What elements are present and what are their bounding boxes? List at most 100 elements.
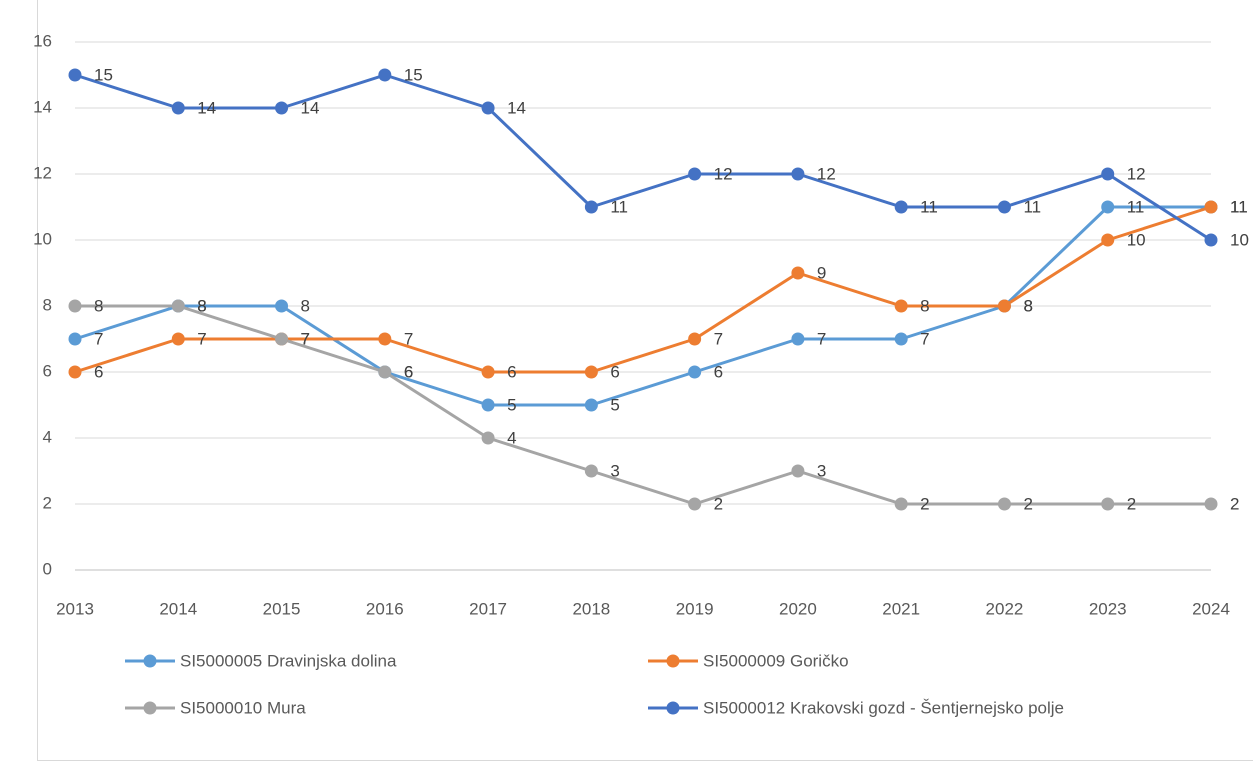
data-point <box>171 101 185 115</box>
data-label: 6 <box>610 362 619 381</box>
data-label: 3 <box>610 461 619 480</box>
series-line <box>74 73 1212 242</box>
legend-marker <box>666 701 680 715</box>
data-point <box>275 332 289 346</box>
legend-label: SI5000005 Dravinjska dolina <box>180 651 397 670</box>
data-label: 7 <box>817 329 826 348</box>
data-point <box>584 365 598 379</box>
data-label: 12 <box>1127 164 1146 183</box>
data-point <box>688 167 702 181</box>
data-point <box>481 365 495 379</box>
chart-border <box>37 0 1253 761</box>
x-tick-label: 2014 <box>159 599 197 618</box>
data-label: 9 <box>817 263 826 282</box>
data-label: 6 <box>507 362 516 381</box>
data-label: 5 <box>610 395 619 414</box>
data-point <box>1204 233 1218 247</box>
data-point <box>1204 200 1218 214</box>
data-label: 7 <box>301 329 310 348</box>
data-label: 3 <box>817 461 826 480</box>
data-point <box>688 497 702 511</box>
data-point <box>997 200 1011 214</box>
data-point <box>481 101 495 115</box>
data-point <box>688 332 702 346</box>
data-point <box>584 200 598 214</box>
data-label: 8 <box>197 296 206 315</box>
series-line <box>74 205 1212 374</box>
data-point <box>1101 167 1115 181</box>
data-point <box>584 398 598 412</box>
series-line <box>75 304 1211 506</box>
data-label: 7 <box>920 329 929 348</box>
data-point <box>791 464 805 478</box>
data-label: 11 <box>920 197 938 216</box>
legend-label: SI5000012 Krakovski gozd - Šentjernejsko… <box>703 698 1064 717</box>
data-point <box>688 365 702 379</box>
data-point <box>378 332 392 346</box>
data-label: 14 <box>507 98 526 117</box>
data-point <box>997 497 1011 511</box>
data-point <box>275 299 289 313</box>
data-label: 12 <box>714 164 733 183</box>
x-tick-label: 2015 <box>263 599 301 618</box>
x-tick-label: 2018 <box>572 599 610 618</box>
y-tick-label: 16 <box>33 31 52 50</box>
data-label: 7 <box>301 329 310 348</box>
data-label: 2 <box>1127 494 1136 513</box>
data-point <box>171 332 185 346</box>
x-tick-label: 2020 <box>779 599 817 618</box>
data-label: 7 <box>197 329 206 348</box>
y-tick-label: 14 <box>33 97 52 116</box>
legend-marker <box>143 654 157 668</box>
data-label: 7 <box>94 329 103 348</box>
x-tick-label: 2019 <box>676 599 714 618</box>
data-point <box>68 299 82 313</box>
y-tick-label: 12 <box>33 163 52 182</box>
x-tick-label: 2024 <box>1192 599 1230 618</box>
y-tick-label: 6 <box>43 361 52 380</box>
x-tick-label: 2016 <box>366 599 404 618</box>
y-tick-label: 0 <box>43 559 52 578</box>
data-point <box>378 68 392 82</box>
data-point <box>894 497 908 511</box>
y-tick-label: 10 <box>33 229 52 248</box>
data-label: 11 <box>1230 197 1248 216</box>
data-label: 8 <box>301 296 310 315</box>
x-tick-label: 2021 <box>882 599 920 618</box>
data-point <box>791 167 805 181</box>
data-label: 15 <box>94 65 113 84</box>
data-label: 8 <box>1023 296 1032 315</box>
data-label: 7 <box>404 329 413 348</box>
data-point <box>171 299 185 313</box>
data-label: 12 <box>817 164 836 183</box>
data-label: 2 <box>714 494 723 513</box>
data-point <box>378 365 392 379</box>
data-point <box>1101 497 1115 511</box>
legend-marker <box>143 701 157 715</box>
data-label: 6 <box>94 362 103 381</box>
data-point <box>894 299 908 313</box>
legend-label: SI5000010 Mura <box>180 698 306 717</box>
data-point <box>791 266 805 280</box>
data-point <box>481 431 495 445</box>
data-label: 8 <box>94 296 103 315</box>
data-point <box>1101 233 1115 247</box>
data-label: 11 <box>1127 197 1145 216</box>
data-label: 2 <box>1023 494 1032 513</box>
y-tick-label: 2 <box>43 493 52 512</box>
data-point <box>997 299 1011 313</box>
series-line <box>74 205 1211 407</box>
data-label: 11 <box>1023 197 1041 216</box>
data-point <box>894 200 908 214</box>
data-label: 14 <box>301 98 320 117</box>
data-label: 6 <box>714 362 723 381</box>
data-label: 15 <box>404 65 423 84</box>
data-label: 11 <box>1230 197 1248 216</box>
data-label: 10 <box>1230 230 1249 249</box>
data-point <box>481 398 495 412</box>
data-point <box>68 68 82 82</box>
data-point <box>68 332 82 346</box>
data-point <box>68 365 82 379</box>
data-point <box>1101 200 1115 214</box>
